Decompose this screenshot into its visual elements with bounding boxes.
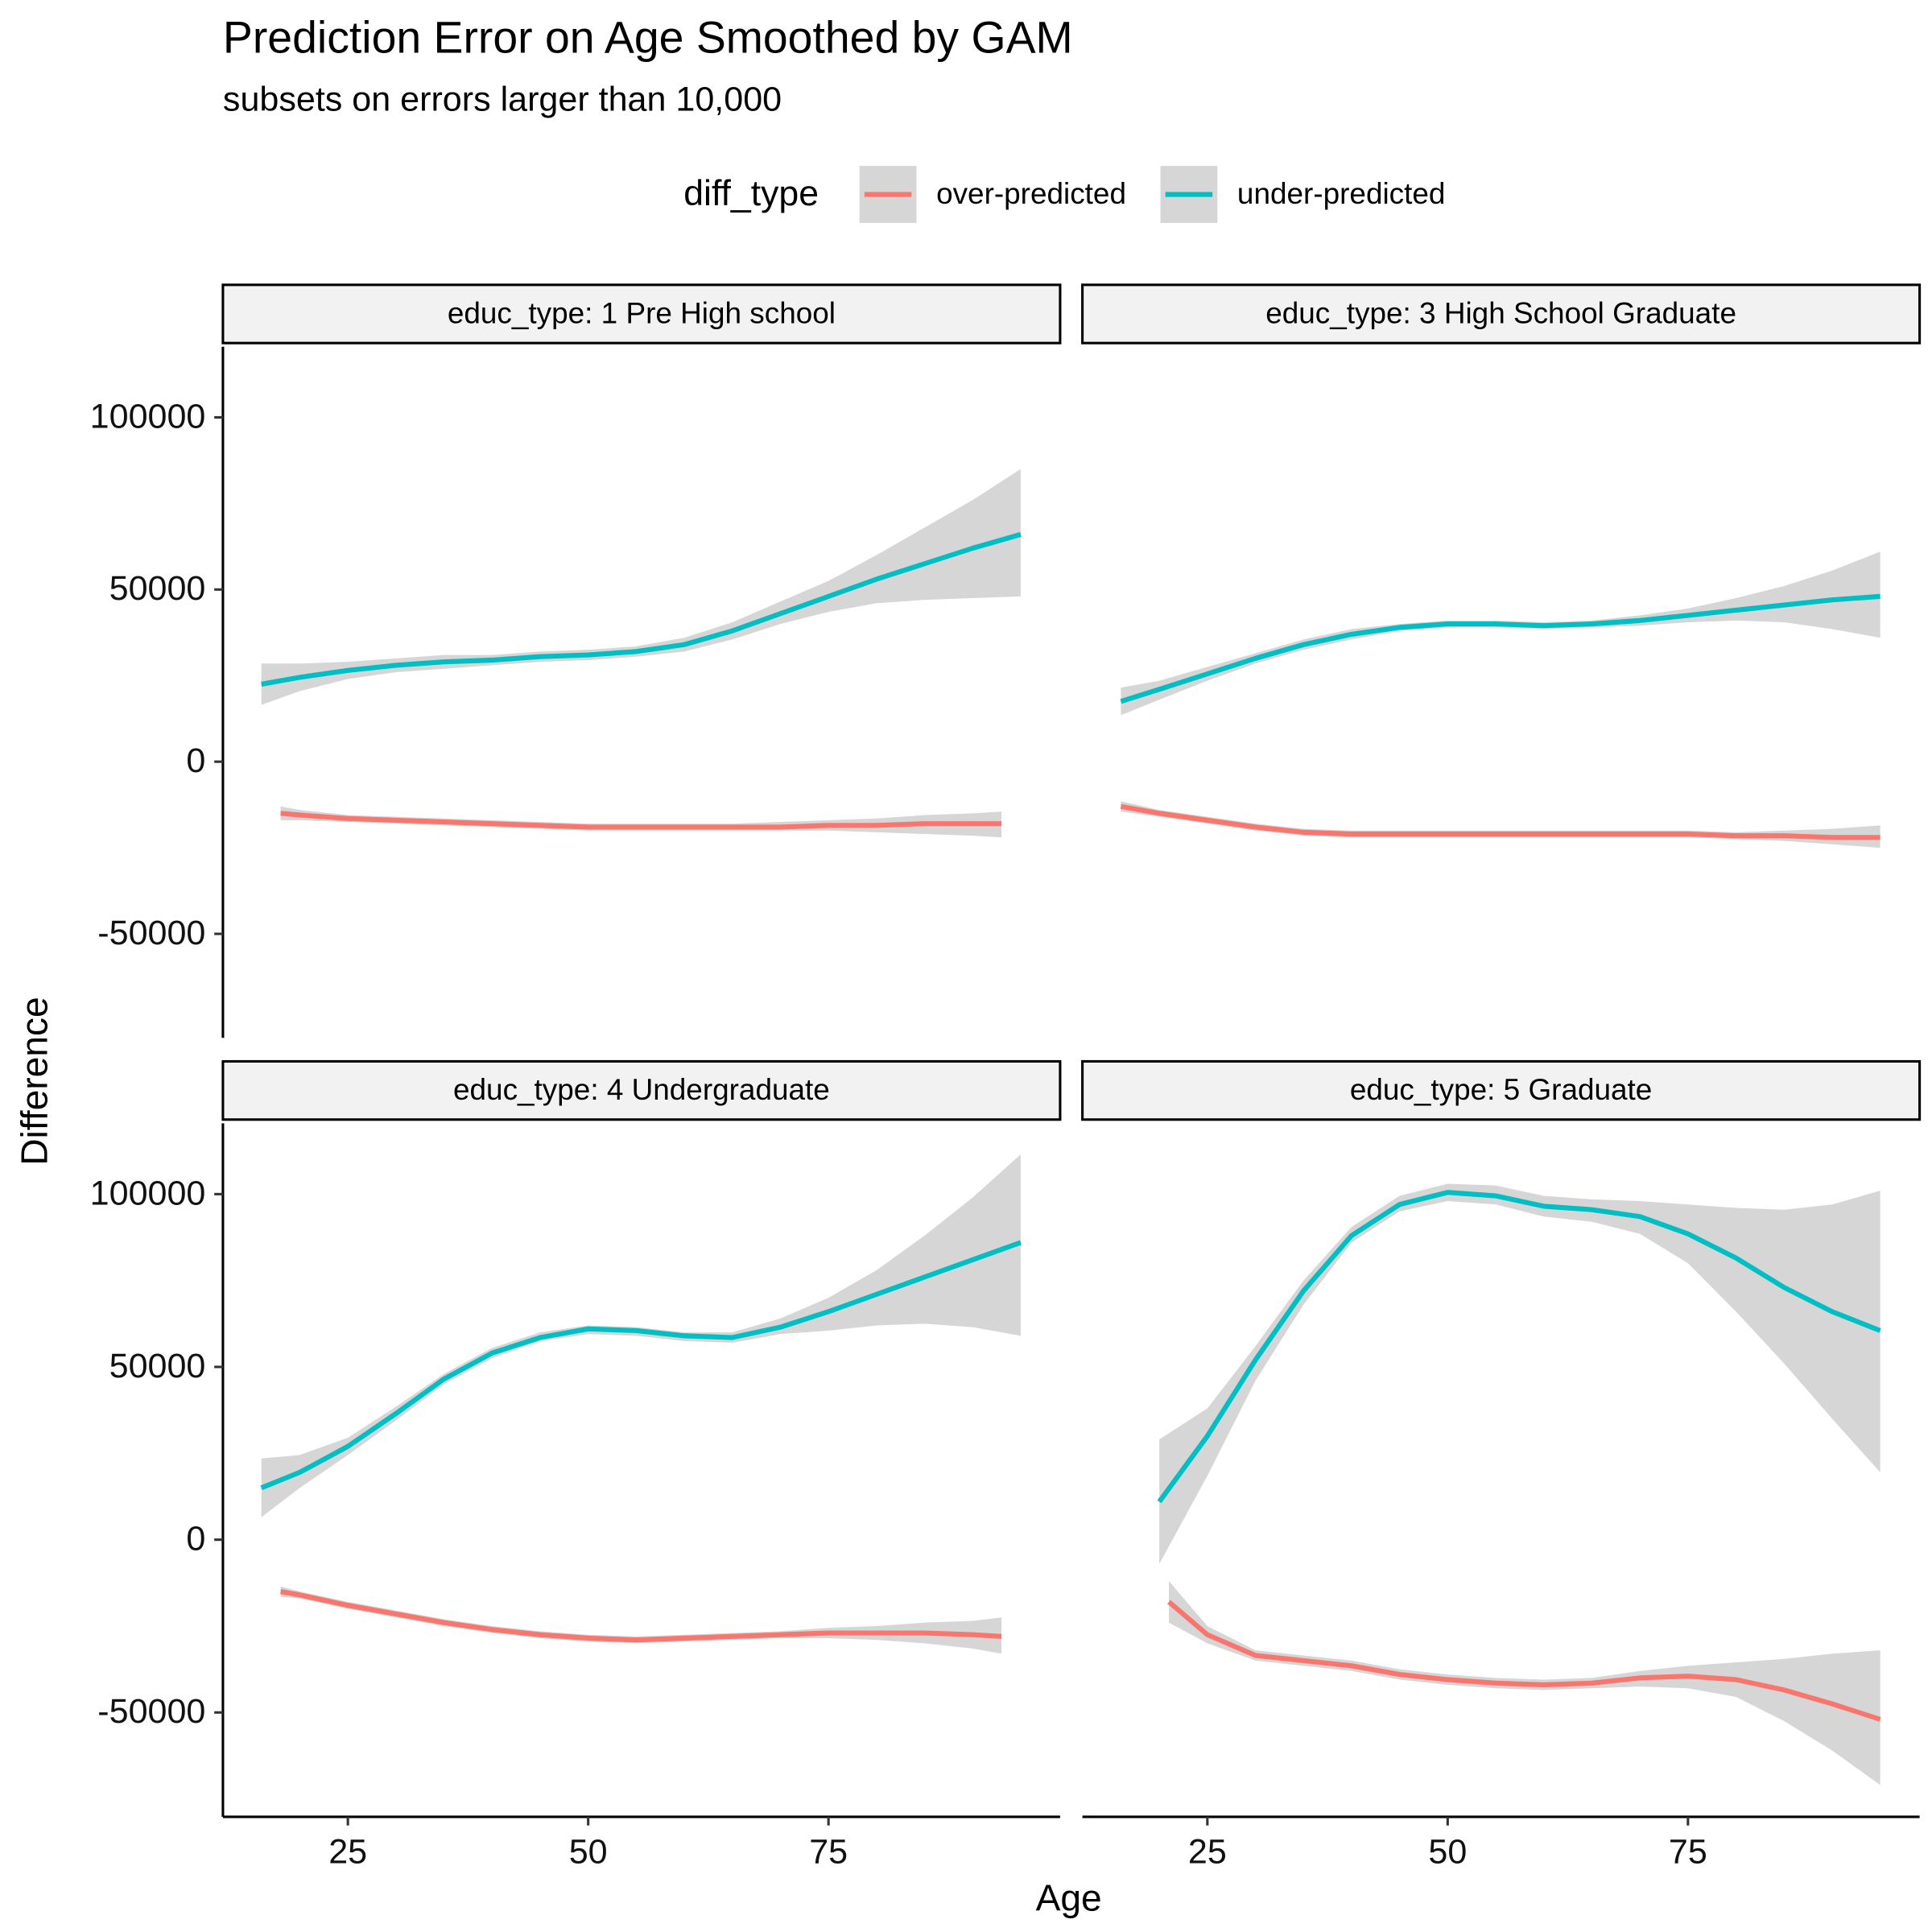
confidence-band	[280, 806, 1002, 838]
smooth-line	[1157, 1190, 1881, 1504]
y-tick-label: -50000	[97, 1692, 205, 1731]
confidence-band	[261, 469, 1021, 705]
strip-label: educ_type: 4 Undergraduate	[453, 1073, 830, 1106]
smooth-line	[1167, 1600, 1881, 1722]
y-tick-label: 0	[186, 1520, 205, 1558]
x-tick-label: 75	[1669, 1832, 1707, 1871]
strip	[1081, 1059, 1922, 1121]
smooth-line	[261, 531, 1022, 687]
y-tick-label: 50000	[109, 569, 206, 608]
legend-title: diff_type	[683, 174, 819, 213]
confidence-band	[1159, 1183, 1880, 1564]
strip	[221, 1059, 1062, 1121]
x-tick-label: 25	[1188, 1832, 1227, 1871]
y-tick-label: 0	[186, 741, 205, 780]
x-tick-label: 25	[328, 1832, 367, 1871]
x-tick-label: 50	[569, 1832, 608, 1871]
x-axis-title: Age	[1036, 1877, 1102, 1919]
confidence-band	[261, 1154, 1021, 1517]
chart-title: Prediction Error on Age Smoothed by GAM	[223, 12, 1073, 62]
strip	[1081, 283, 1922, 345]
confidence-band	[1121, 551, 1880, 716]
legend-label: under-predicted	[1237, 177, 1446, 210]
strip	[221, 283, 1062, 345]
smooth-line	[260, 1240, 1022, 1491]
y-tick-label: 100000	[90, 397, 206, 436]
y-tick-label: 100000	[90, 1174, 206, 1212]
smooth-line	[280, 1589, 1002, 1643]
legend-label: over-predicted	[936, 177, 1126, 210]
strip-label: educ_type: 5 Graduate	[1350, 1073, 1652, 1106]
confidence-band	[280, 1586, 1002, 1654]
smooth-line	[1120, 803, 1880, 840]
smooth-line	[1120, 593, 1880, 704]
strip-label: educ_type: 3 High School Graduate	[1265, 296, 1736, 329]
y-tick-label: 50000	[109, 1347, 206, 1385]
strip-label: educ_type: 1 Pre High school	[448, 296, 836, 329]
smooth-line	[280, 811, 1002, 830]
x-tick-label: 50	[1428, 1832, 1467, 1871]
chart-subtitle: subsets on errors larger than 10,000	[223, 80, 782, 119]
y-tick-label: -50000	[97, 914, 205, 952]
x-tick-label: 75	[809, 1832, 848, 1871]
y-axis-title: Difference	[13, 997, 55, 1165]
